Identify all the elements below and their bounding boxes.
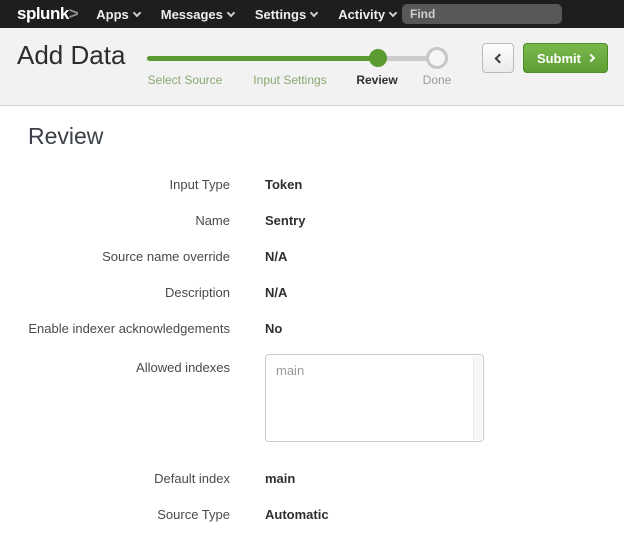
nav-item-label: Activity: [338, 6, 386, 22]
logo-chevron-icon: >: [68, 4, 79, 23]
field-value: N/A: [265, 284, 288, 300]
review-heading: Review: [28, 123, 104, 149]
field-row-allowed-indexes: Allowed indexes main: [0, 354, 624, 442]
top-navbar: splunk> Apps Messages Settings Activity: [0, 0, 624, 28]
nav-item-settings[interactable]: Settings: [254, 6, 319, 22]
page-header: Add Data Select Source Input Settings Re…: [0, 28, 624, 106]
chevron-down-icon: [388, 8, 398, 17]
nav-item-label: Apps: [96, 6, 129, 22]
nav-item-label: Settings: [254, 6, 307, 22]
splunk-logo[interactable]: splunk>: [17, 4, 79, 24]
chevron-down-icon: [132, 8, 141, 17]
listbox-scrollbar[interactable]: [473, 356, 482, 440]
submit-button-label: Submit: [536, 50, 581, 66]
nav-item-messages[interactable]: Messages: [160, 6, 236, 22]
back-button[interactable]: [482, 43, 514, 73]
step-label-done: Done: [422, 73, 452, 87]
field-label: Default index: [154, 470, 230, 486]
field-value: N/A: [265, 248, 288, 264]
chevron-left-icon: [494, 53, 504, 63]
field-value: main: [265, 470, 296, 486]
page-title: Add Data: [17, 40, 126, 70]
field-row-source-name-override: Source name override N/A: [0, 238, 624, 274]
field-label: Source name override: [102, 248, 230, 264]
field-label: Input Type: [169, 176, 230, 192]
nav-item-activity[interactable]: Activity: [338, 6, 398, 22]
step-label-review: Review: [356, 73, 398, 87]
field-label: Enable indexer acknowledgements: [28, 320, 230, 336]
nav-item-apps[interactable]: Apps: [96, 6, 141, 22]
logo-text: splunk: [17, 4, 69, 23]
field-value: No: [265, 320, 283, 336]
stepper-track: [147, 56, 437, 61]
nav-item-label: Messages: [160, 6, 223, 22]
submit-button[interactable]: Submit: [522, 43, 608, 73]
listbox-item: main: [276, 363, 305, 378]
review-panel: Review Input Type Token Name Sentry Sour…: [0, 106, 624, 532]
field-label: Source Type: [157, 506, 230, 522]
field-label: Description: [164, 284, 230, 300]
field-value: Sentry: [265, 212, 306, 228]
field-row-input-type: Input Type Token: [0, 166, 624, 202]
nav-menu: Apps Messages Settings Activity: [96, 7, 417, 22]
stepper-progress-fill: [147, 56, 378, 61]
allowed-indexes-listbox[interactable]: main: [265, 354, 484, 442]
field-label: Name: [195, 212, 230, 228]
step-dot-review: [369, 49, 387, 67]
field-row-name: Name Sentry: [0, 202, 624, 238]
field-row-source-type: Source Type Automatic: [0, 496, 624, 532]
wizard-stepper: Select Source Input Settings Review Done: [147, 28, 452, 106]
step-dot-done: [426, 47, 448, 69]
field-row-indexer-acknowledgements: Enable indexer acknowledgements No: [0, 310, 624, 346]
field-value: Token: [265, 176, 303, 192]
field-label: Allowed indexes: [136, 360, 230, 375]
field-row-description: Description N/A: [0, 274, 624, 310]
field-value: Automatic: [265, 506, 329, 522]
find-search-input[interactable]: [402, 4, 562, 24]
chevron-down-icon: [226, 8, 236, 17]
field-row-default-index: Default index main: [0, 460, 624, 496]
step-label-select-source: Select Source: [147, 73, 223, 87]
step-label-input-settings: Input Settings: [253, 73, 327, 87]
chevron-down-icon: [309, 8, 319, 17]
chevron-right-icon: [586, 53, 596, 63]
